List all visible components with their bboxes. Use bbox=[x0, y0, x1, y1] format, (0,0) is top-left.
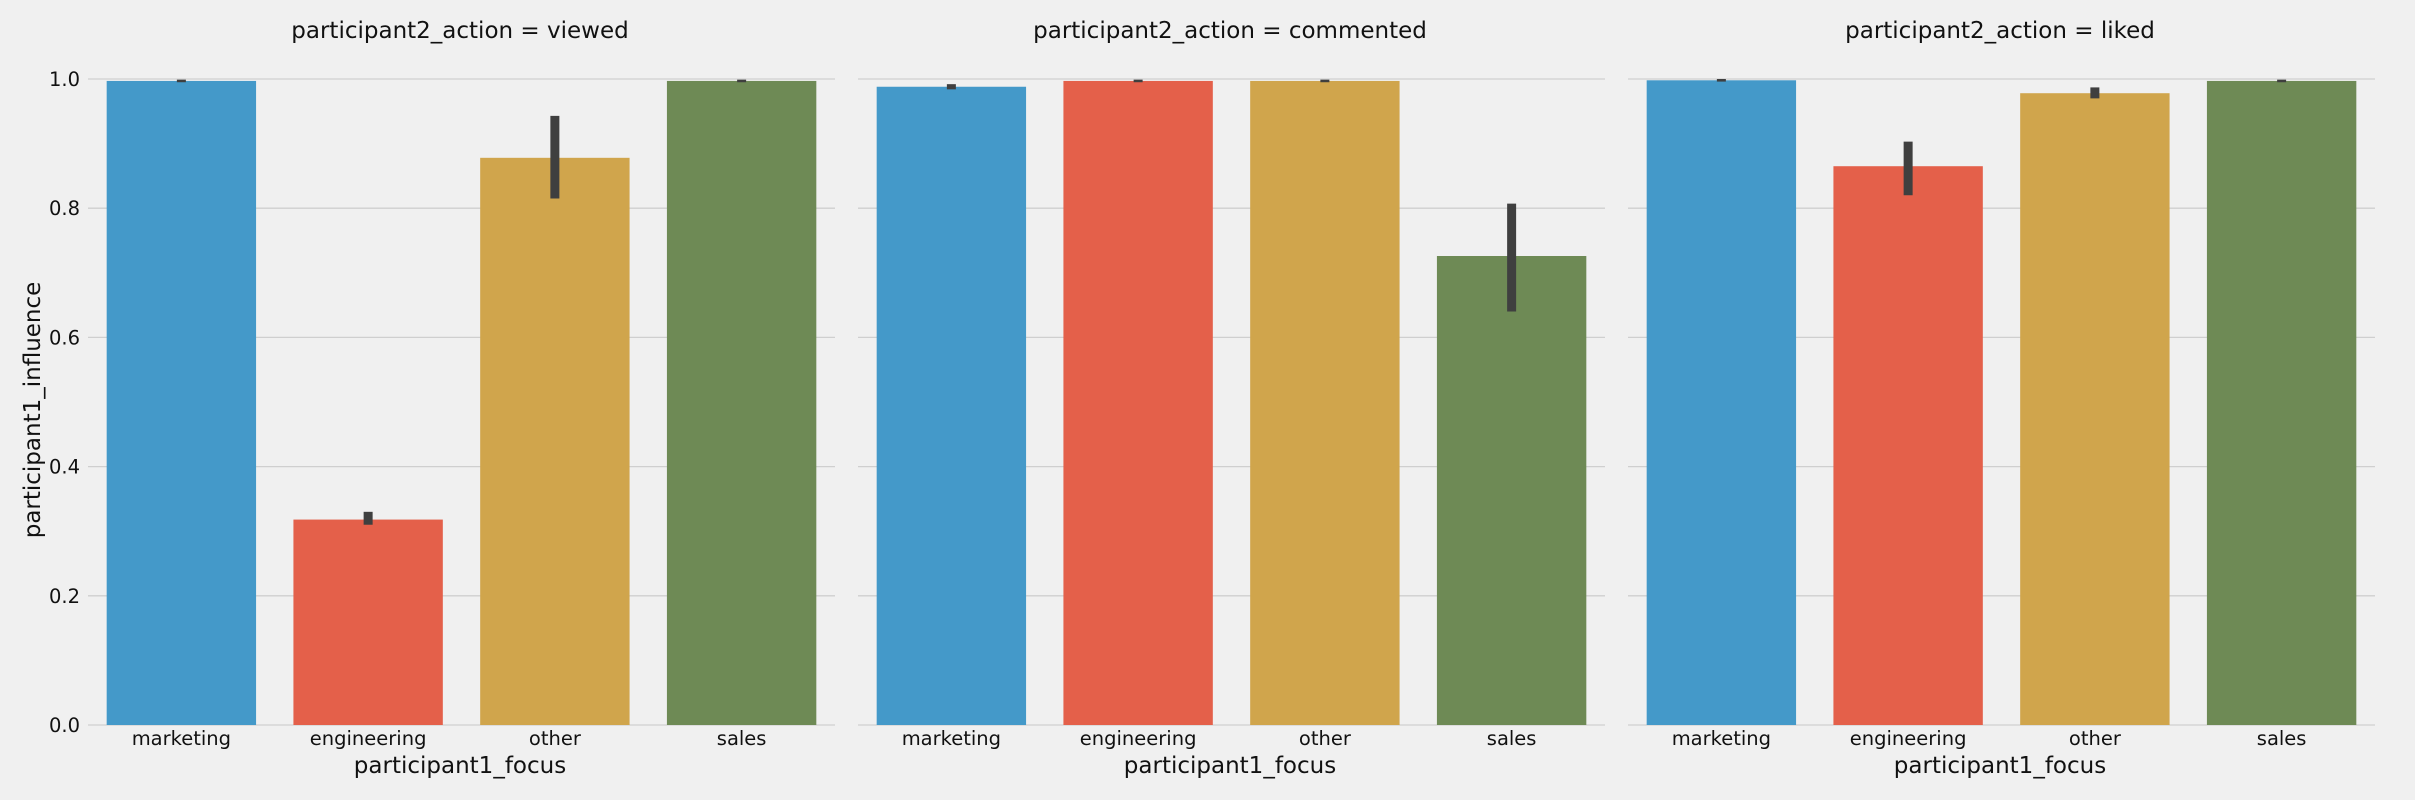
bar-other bbox=[2020, 93, 2170, 726]
x-tick-label: marketing bbox=[902, 727, 1001, 750]
x-axis-label: participant1_focus bbox=[1894, 753, 2106, 779]
x-tick-label: sales bbox=[717, 727, 767, 750]
x-tick-label: sales bbox=[1487, 727, 1537, 750]
bar-engineering bbox=[293, 519, 443, 725]
bar-sales bbox=[2206, 80, 2357, 726]
bar-engineering bbox=[1063, 80, 1213, 726]
y-tick-label: 1.0 bbox=[49, 68, 80, 91]
y-tick-label: 0.0 bbox=[49, 714, 80, 737]
bar-marketing bbox=[1646, 80, 1797, 726]
y-tick-label: 0.4 bbox=[49, 456, 80, 479]
facet-panel-commented: participant2_action = commented particip… bbox=[858, 18, 1605, 779]
facet-panel-liked: participant2_action = liked participant1… bbox=[1628, 18, 2375, 779]
x-tick-label: engineering bbox=[1080, 727, 1197, 750]
x-tick-label: marketing bbox=[132, 727, 231, 750]
x-axis-label: participant1_focus bbox=[354, 753, 566, 779]
facet-title: participant2_action = viewed bbox=[291, 18, 628, 44]
bar-marketing bbox=[876, 86, 1027, 725]
x-tick-label: other bbox=[2069, 727, 2122, 750]
bar-other bbox=[1250, 80, 1400, 726]
x-tick-label: engineering bbox=[310, 727, 427, 750]
bar-other bbox=[480, 157, 630, 725]
y-tick-label: 0.6 bbox=[49, 326, 80, 349]
x-tick-label: sales bbox=[2257, 727, 2307, 750]
bar-sales bbox=[666, 80, 817, 726]
bar-marketing bbox=[106, 80, 257, 726]
x-axis-label: participant1_focus bbox=[1124, 753, 1336, 779]
y-axis-label: participant1_influence bbox=[20, 282, 46, 539]
facet-panel-viewed: participant2_action = viewed participant… bbox=[49, 18, 835, 779]
facet-title: participant2_action = liked bbox=[1845, 18, 2155, 44]
x-tick-label: engineering bbox=[1850, 727, 1967, 750]
x-tick-label: other bbox=[1299, 727, 1352, 750]
x-tick-label: other bbox=[529, 727, 582, 750]
y-tick-label: 0.2 bbox=[49, 585, 80, 608]
x-tick-label: marketing bbox=[1672, 727, 1771, 750]
y-tick-label: 0.8 bbox=[49, 197, 80, 220]
bar-sales bbox=[1436, 256, 1587, 725]
bar-engineering bbox=[1833, 166, 1983, 725]
facet-title: participant2_action = commented bbox=[1033, 18, 1427, 44]
